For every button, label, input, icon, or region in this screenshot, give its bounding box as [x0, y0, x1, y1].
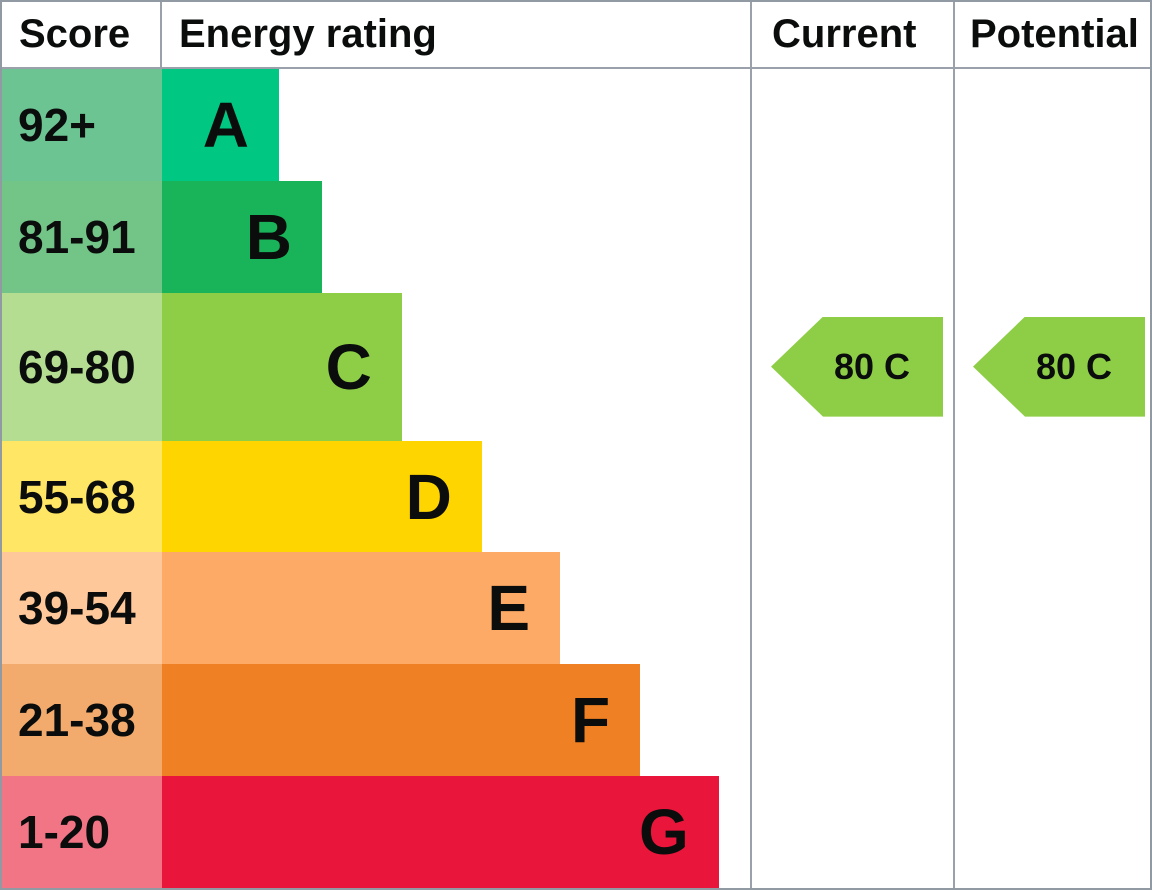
- rating-letter: F: [570, 684, 611, 757]
- score-range-cell: 55-68: [2, 440, 162, 553]
- band-row-b: 81-91 B: [2, 180, 1150, 293]
- potential-cell: [955, 552, 1150, 665]
- rating-bar: B: [162, 180, 322, 293]
- band-row-d: 55-68 D: [2, 440, 1150, 553]
- current-cell: [752, 69, 955, 181]
- rating-bar: C: [162, 292, 402, 441]
- bar-track: E: [162, 552, 752, 665]
- bar-track: C: [162, 292, 752, 441]
- band-row-c: 69-80 C 80 C 80 C: [2, 292, 1150, 441]
- bar-track: B: [162, 180, 752, 293]
- potential-header: Potential: [970, 12, 1139, 56]
- rating-bar: E: [162, 552, 561, 665]
- bar-track: F: [162, 664, 752, 777]
- band-row-a: 92+ A: [2, 69, 1150, 181]
- rating-letter: B: [245, 200, 292, 273]
- rating-letter: C: [325, 330, 372, 403]
- score-range-cell: 39-54: [2, 552, 162, 665]
- current-header: Current: [752, 2, 955, 67]
- bar-track: G: [162, 776, 752, 888]
- bar-track: D: [162, 440, 752, 553]
- rating-bar: D: [162, 440, 482, 553]
- energy-rating-header: Energy rating: [162, 2, 752, 67]
- bar-track: A: [162, 69, 752, 181]
- band-rows: 92+ A 81-91 B 69-80 C: [2, 69, 1150, 888]
- score-range-cell: 1-20: [2, 776, 162, 888]
- current-arrow: 80 C: [771, 316, 943, 417]
- score-range-cell: 81-91: [2, 180, 162, 293]
- rating-bar: F: [162, 664, 641, 777]
- rating-letter: E: [487, 572, 531, 645]
- potential-cell: [955, 180, 1150, 293]
- score-range-cell: 92+: [2, 69, 162, 181]
- potential-cell: [955, 69, 1150, 181]
- current-cell: [752, 180, 955, 293]
- band-row-g: 1-20 G: [2, 776, 1150, 888]
- potential-arrow: 80 C: [973, 316, 1145, 417]
- potential-cell: 80 C: [955, 292, 1150, 441]
- potential-cell: [955, 440, 1150, 553]
- band-row-f: 21-38 F: [2, 664, 1150, 777]
- score-header: Score: [2, 2, 162, 67]
- header-row: Score Energy rating Current Potential: [2, 2, 1150, 69]
- rating-bar: A: [162, 69, 279, 181]
- current-cell: [752, 552, 955, 665]
- potential-cell: [955, 776, 1150, 888]
- rating-bar: G: [162, 776, 719, 888]
- current-cell: 80 C: [752, 292, 955, 441]
- score-range-cell: 69-80: [2, 292, 162, 441]
- score-range-cell: 21-38: [2, 664, 162, 777]
- rating-letter: G: [639, 796, 689, 869]
- current-cell: [752, 664, 955, 777]
- potential-cell: [955, 664, 1150, 777]
- rating-letter: A: [202, 88, 249, 161]
- band-row-e: 39-54 E: [2, 552, 1150, 665]
- rating-letter: D: [405, 460, 452, 533]
- current-cell: [752, 440, 955, 553]
- current-cell: [752, 776, 955, 888]
